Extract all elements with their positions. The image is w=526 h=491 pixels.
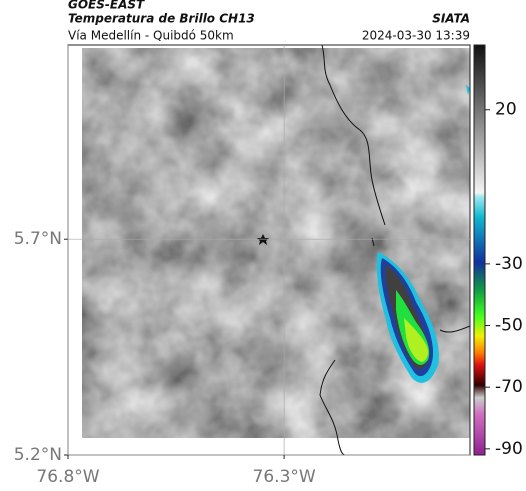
satellite-name: GOES-EAST — [68, 0, 145, 12]
lon-tick-label: 76.3°W — [253, 467, 316, 487]
lat-tick-label: 5.7°N — [14, 229, 62, 249]
region-label: Vía Medellín - Quibdó 50km — [68, 29, 234, 43]
organization: SIATA — [432, 12, 470, 26]
product-title: Temperatura de Brillo CH13 — [68, 12, 255, 26]
lat-tick-label: 5.2°N — [14, 445, 62, 465]
colorbar-tick-label: -90 — [495, 439, 523, 459]
colorbar-tick-label: 20 — [495, 100, 517, 120]
colorbar — [473, 44, 486, 456]
timestamp: 2024-03-30 13:39 — [362, 29, 470, 43]
colorbar-tick-label: -50 — [495, 316, 523, 336]
colorbar-tick-label: -70 — [495, 377, 523, 397]
lon-tick-label: 76.8°W — [36, 467, 99, 487]
imagery — [68, 45, 470, 455]
colorbar-tick-label: -30 — [495, 254, 523, 274]
